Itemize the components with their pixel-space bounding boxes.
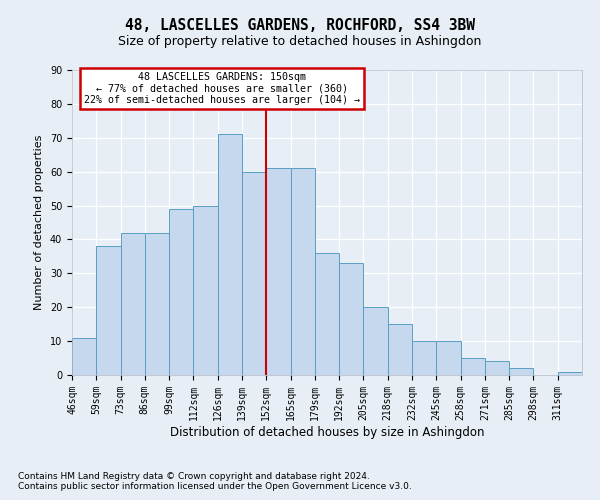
Text: Size of property relative to detached houses in Ashingdon: Size of property relative to detached ho… bbox=[118, 35, 482, 48]
Bar bbox=[145, 232, 169, 375]
Bar bbox=[509, 368, 533, 375]
Y-axis label: Number of detached properties: Number of detached properties bbox=[34, 135, 44, 310]
Bar bbox=[558, 372, 582, 375]
Bar bbox=[364, 307, 388, 375]
Bar bbox=[121, 232, 145, 375]
Bar bbox=[412, 341, 436, 375]
Bar bbox=[485, 362, 509, 375]
Bar bbox=[436, 341, 461, 375]
Bar bbox=[290, 168, 315, 375]
Bar bbox=[218, 134, 242, 375]
Bar bbox=[315, 253, 339, 375]
Bar bbox=[388, 324, 412, 375]
Text: 48 LASCELLES GARDENS: 150sqm
← 77% of detached houses are smaller (360)
22% of s: 48 LASCELLES GARDENS: 150sqm ← 77% of de… bbox=[85, 72, 361, 104]
Bar bbox=[96, 246, 121, 375]
Bar bbox=[193, 206, 218, 375]
Text: 48, LASCELLES GARDENS, ROCHFORD, SS4 3BW: 48, LASCELLES GARDENS, ROCHFORD, SS4 3BW bbox=[125, 18, 475, 32]
Bar bbox=[242, 172, 266, 375]
Text: Contains HM Land Registry data © Crown copyright and database right 2024.: Contains HM Land Registry data © Crown c… bbox=[18, 472, 370, 481]
Bar bbox=[461, 358, 485, 375]
Bar bbox=[72, 338, 96, 375]
X-axis label: Distribution of detached houses by size in Ashingdon: Distribution of detached houses by size … bbox=[170, 426, 484, 438]
Text: Contains public sector information licensed under the Open Government Licence v3: Contains public sector information licen… bbox=[18, 482, 412, 491]
Bar bbox=[266, 168, 290, 375]
Bar bbox=[169, 209, 193, 375]
Bar bbox=[339, 263, 364, 375]
